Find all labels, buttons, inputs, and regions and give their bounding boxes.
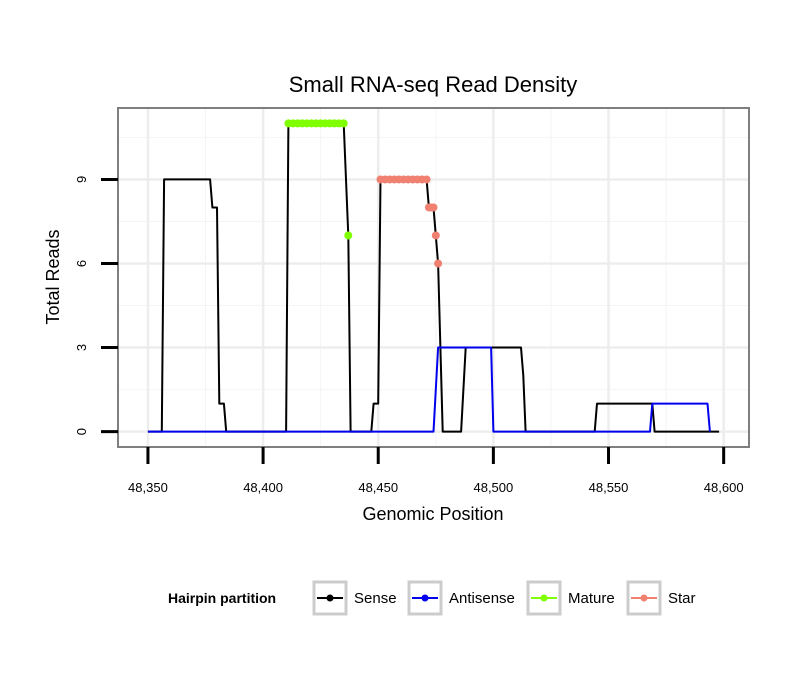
x-tick-label: 48,500 [473,480,513,495]
y-axis-title: Total Reads [43,229,63,324]
legend-item-star: Star [626,580,696,616]
legend-key-point [540,594,548,602]
y-tick-label: 3 [74,344,89,351]
legend: Hairpin partition Sense Antisense Mature St… [168,580,696,616]
plot-panel [118,108,749,447]
x-axis-title: Genomic Position [362,504,503,524]
series-mature-point [339,119,348,128]
x-tick-label: 48,350 [128,480,168,495]
x-tick-label: 48,400 [243,480,283,495]
legend-label: Sense [354,590,397,607]
legend-items: Sense Antisense Mature Star [312,580,696,616]
series-star-point [431,231,440,240]
legend-key-point [640,594,648,602]
legend-key-point [421,594,429,602]
y-tick-label: 0 [74,428,89,435]
grid-lines [118,108,749,447]
legend-title: Hairpin partition [168,590,276,606]
y-tick-label: 6 [74,260,89,267]
chart-title: Small RNA-seq Read Density [289,72,578,97]
legend-label: Mature [568,590,615,607]
x-tick-label: 48,600 [704,480,744,495]
legend-label: Antisense [449,590,515,607]
series-star-point [434,259,443,268]
y-tick-label: 9 [74,176,89,183]
legend-label: Star [668,590,696,607]
x-tick-label: 48,550 [589,480,629,495]
x-tick-label: 48,450 [358,480,398,495]
legend-key-point [326,594,334,602]
series-star-point [429,203,438,212]
legend-item-mature: Mature [526,580,615,616]
plot-border [117,107,750,448]
series-star-point [422,175,431,184]
y-axis: 0 3 6 9 [74,176,118,435]
series-layer [147,119,720,433]
legend-item-sense: Sense [312,580,397,616]
series-mature-point [344,231,353,240]
legend-item-antisense: Antisense [407,580,515,616]
series-antisense-line [147,346,711,433]
x-axis: 48,350 48,400 48,450 48,500 48,550 48,600 [128,447,744,495]
